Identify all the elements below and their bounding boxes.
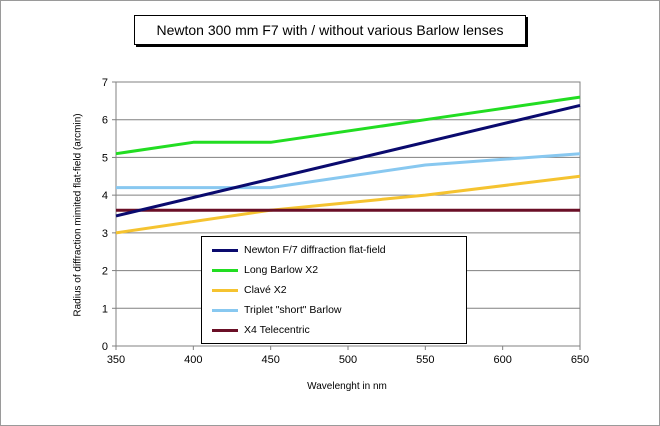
series-line — [115, 174, 581, 235]
y-tick-label: 6 — [102, 115, 108, 127]
series-lines — [115, 95, 581, 235]
legend-item: Triplet "short" Barlow — [212, 301, 342, 319]
legend-swatch — [212, 248, 238, 252]
y-ticks: 0 1 2 3 4 5 6 7 — [102, 77, 116, 353]
x-axis-label: Wavelenght in nm — [307, 381, 387, 392]
y-tick-label: 1 — [102, 303, 108, 315]
legend-label: X4 Telecentric — [244, 324, 310, 336]
y-tick-label: 7 — [102, 77, 108, 89]
legend-swatch — [212, 288, 238, 292]
y-tick-label: 3 — [102, 228, 108, 240]
series-line — [115, 103, 581, 218]
legend: Newton F/7 diffraction flat-field Long B… — [201, 236, 467, 344]
legend-swatch — [212, 308, 238, 312]
x-tick-label: 650 — [571, 354, 589, 366]
y-tick-label: 4 — [102, 190, 108, 202]
series-line — [116, 152, 581, 190]
chart-title: Newton 300 mm F7 with / without various … — [134, 15, 526, 45]
x-ticks: 350 400 450 500 550 600 650 — [107, 346, 589, 366]
y-tick-label: 0 — [102, 341, 108, 353]
x-tick-label: 500 — [339, 354, 357, 366]
x-tick-label: 400 — [184, 354, 202, 366]
y-axis-label: Radius of diffraction mimited flat-field… — [72, 113, 84, 317]
legend-label: Clavé X2 — [244, 284, 287, 296]
legend-label: Triplet "short" Barlow — [244, 304, 342, 316]
x-tick-label: 450 — [261, 354, 279, 366]
y-tick-label: 2 — [102, 266, 108, 278]
y-tick-label: 5 — [102, 152, 108, 164]
legend-item: Newton F/7 diffraction flat-field — [212, 241, 386, 259]
series-line — [115, 95, 581, 156]
x-tick-label: 350 — [107, 354, 125, 366]
x-tick-label: 600 — [493, 354, 511, 366]
legend-label: Long Barlow X2 — [244, 264, 319, 276]
legend-item: Clavé X2 — [212, 281, 287, 299]
legend-swatch — [212, 268, 238, 272]
legend-item: X4 Telecentric — [212, 321, 310, 339]
legend-label: Newton F/7 diffraction flat-field — [244, 244, 386, 256]
legend-swatch — [212, 328, 238, 332]
x-tick-label: 550 — [416, 354, 434, 366]
legend-item: Long Barlow X2 — [212, 261, 318, 279]
